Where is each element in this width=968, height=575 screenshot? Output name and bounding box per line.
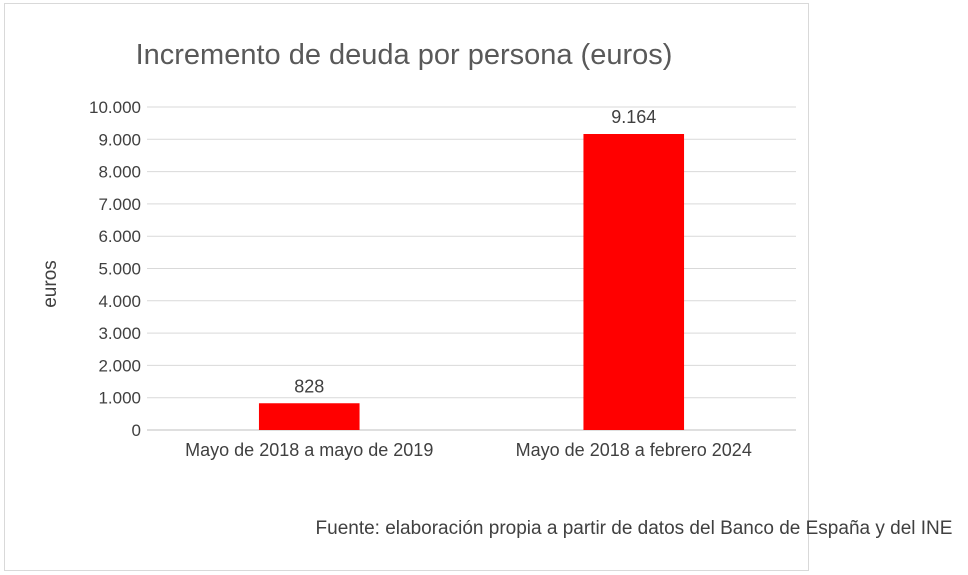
y-tick-label: 6.000 — [98, 227, 141, 246]
x-category-labels: Mayo de 2018 a mayo de 2019 Mayo de 2018 … — [185, 440, 752, 460]
x-category-label: Mayo de 2018 a mayo de 2019 — [185, 440, 433, 460]
bar — [583, 134, 685, 430]
gridlines — [147, 106, 796, 431]
y-tick-label: 10.000 — [89, 98, 141, 117]
x-category-label: Mayo de 2018 a febrero 2024 — [516, 440, 752, 460]
y-tick-label: 5.000 — [98, 260, 141, 279]
y-tick-label: 0 — [132, 421, 141, 440]
y-tick-label: 4.000 — [98, 292, 141, 311]
y-tick-label: 1.000 — [98, 389, 141, 408]
bar-value-label: 9.164 — [611, 107, 656, 127]
y-tick-label: 9.000 — [98, 130, 141, 149]
data-labels: 828 9.164 — [294, 107, 656, 396]
bars — [258, 134, 685, 430]
y-tick-label: 2.000 — [98, 356, 141, 375]
source-note: Fuente: elaboración propia a partir de d… — [315, 518, 953, 539]
bar — [258, 403, 360, 430]
bar-value-label: 828 — [294, 376, 324, 396]
y-tick-label: 7.000 — [98, 195, 141, 214]
y-tick-label: 8.000 — [98, 163, 141, 182]
y-tick-labels: 0 1.000 2.000 3.000 4.000 5.000 6.000 7.000 8.00… — [89, 98, 141, 440]
chart-title: Incremento de deuda por persona (euros) — [136, 39, 673, 71]
y-tick-label: 3.000 — [98, 324, 141, 343]
y-axis-title: euros — [40, 260, 61, 308]
